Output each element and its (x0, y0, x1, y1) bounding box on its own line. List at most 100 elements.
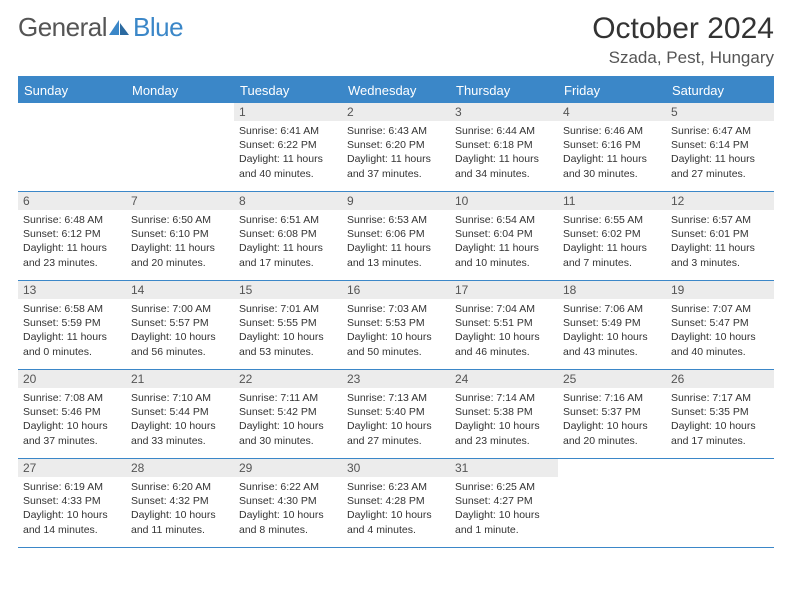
location-subtitle: Szada, Pest, Hungary (592, 48, 774, 68)
day-number: 26 (666, 370, 774, 388)
day-number: 4 (558, 103, 666, 121)
day-content: Sunrise: 6:43 AMSunset: 6:20 PMDaylight:… (342, 121, 450, 185)
day-number: 13 (18, 281, 126, 299)
day-number: 2 (342, 103, 450, 121)
day-content: Sunrise: 7:17 AMSunset: 5:35 PMDaylight:… (666, 388, 774, 452)
day-number: 1 (234, 103, 342, 121)
calendar-day (666, 459, 774, 547)
calendar-day: 6Sunrise: 6:48 AMSunset: 6:12 PMDaylight… (18, 192, 126, 280)
calendar-day: 9Sunrise: 6:53 AMSunset: 6:06 PMDaylight… (342, 192, 450, 280)
weekday-header: Thursday (450, 78, 558, 103)
logo-text-a: General (18, 12, 107, 43)
day-number: 24 (450, 370, 558, 388)
day-content: Sunrise: 6:47 AMSunset: 6:14 PMDaylight:… (666, 121, 774, 185)
day-number: 19 (666, 281, 774, 299)
day-content: Sunrise: 7:11 AMSunset: 5:42 PMDaylight:… (234, 388, 342, 452)
calendar: SundayMondayTuesdayWednesdayThursdayFrid… (18, 76, 774, 548)
day-number: 5 (666, 103, 774, 121)
day-content: Sunrise: 7:16 AMSunset: 5:37 PMDaylight:… (558, 388, 666, 452)
calendar-day: 13Sunrise: 6:58 AMSunset: 5:59 PMDayligh… (18, 281, 126, 369)
calendar-day: 20Sunrise: 7:08 AMSunset: 5:46 PMDayligh… (18, 370, 126, 458)
calendar-week: 1Sunrise: 6:41 AMSunset: 6:22 PMDaylight… (18, 103, 774, 192)
day-number: 29 (234, 459, 342, 477)
weekday-header: Sunday (18, 78, 126, 103)
calendar-day: 11Sunrise: 6:55 AMSunset: 6:02 PMDayligh… (558, 192, 666, 280)
calendar-week: 27Sunrise: 6:19 AMSunset: 4:33 PMDayligh… (18, 459, 774, 548)
day-content: Sunrise: 7:06 AMSunset: 5:49 PMDaylight:… (558, 299, 666, 363)
day-number: 17 (450, 281, 558, 299)
calendar-day: 26Sunrise: 7:17 AMSunset: 5:35 PMDayligh… (666, 370, 774, 458)
day-content: Sunrise: 6:51 AMSunset: 6:08 PMDaylight:… (234, 210, 342, 274)
day-content: Sunrise: 6:46 AMSunset: 6:16 PMDaylight:… (558, 121, 666, 185)
day-content: Sunrise: 6:54 AMSunset: 6:04 PMDaylight:… (450, 210, 558, 274)
weekday-row: SundayMondayTuesdayWednesdayThursdayFrid… (18, 78, 774, 103)
calendar-day: 15Sunrise: 7:01 AMSunset: 5:55 PMDayligh… (234, 281, 342, 369)
day-number: 31 (450, 459, 558, 477)
day-number: 8 (234, 192, 342, 210)
calendar-day: 5Sunrise: 6:47 AMSunset: 6:14 PMDaylight… (666, 103, 774, 191)
day-number: 6 (18, 192, 126, 210)
day-content: Sunrise: 6:44 AMSunset: 6:18 PMDaylight:… (450, 121, 558, 185)
day-number: 23 (342, 370, 450, 388)
calendar-day: 23Sunrise: 7:13 AMSunset: 5:40 PMDayligh… (342, 370, 450, 458)
calendar-day: 25Sunrise: 7:16 AMSunset: 5:37 PMDayligh… (558, 370, 666, 458)
calendar-week: 6Sunrise: 6:48 AMSunset: 6:12 PMDaylight… (18, 192, 774, 281)
day-number: 14 (126, 281, 234, 299)
calendar-day: 2Sunrise: 6:43 AMSunset: 6:20 PMDaylight… (342, 103, 450, 191)
day-number: 10 (450, 192, 558, 210)
page-title: October 2024 (592, 12, 774, 46)
calendar-day: 12Sunrise: 6:57 AMSunset: 6:01 PMDayligh… (666, 192, 774, 280)
day-number: 12 (666, 192, 774, 210)
calendar-day: 14Sunrise: 7:00 AMSunset: 5:57 PMDayligh… (126, 281, 234, 369)
weekday-header: Tuesday (234, 78, 342, 103)
calendar-day: 31Sunrise: 6:25 AMSunset: 4:27 PMDayligh… (450, 459, 558, 547)
calendar-day: 17Sunrise: 7:04 AMSunset: 5:51 PMDayligh… (450, 281, 558, 369)
weekday-header: Friday (558, 78, 666, 103)
day-number: 22 (234, 370, 342, 388)
day-number: 25 (558, 370, 666, 388)
day-content: Sunrise: 6:19 AMSunset: 4:33 PMDaylight:… (18, 477, 126, 541)
calendar-day: 8Sunrise: 6:51 AMSunset: 6:08 PMDaylight… (234, 192, 342, 280)
calendar-day: 4Sunrise: 6:46 AMSunset: 6:16 PMDaylight… (558, 103, 666, 191)
logo: General Blue (18, 12, 183, 43)
day-number: 18 (558, 281, 666, 299)
day-content: Sunrise: 7:07 AMSunset: 5:47 PMDaylight:… (666, 299, 774, 363)
day-number: 27 (18, 459, 126, 477)
day-content: Sunrise: 6:55 AMSunset: 6:02 PMDaylight:… (558, 210, 666, 274)
day-content: Sunrise: 6:25 AMSunset: 4:27 PMDaylight:… (450, 477, 558, 541)
day-content: Sunrise: 6:53 AMSunset: 6:06 PMDaylight:… (342, 210, 450, 274)
calendar-week: 13Sunrise: 6:58 AMSunset: 5:59 PMDayligh… (18, 281, 774, 370)
day-content: Sunrise: 7:01 AMSunset: 5:55 PMDaylight:… (234, 299, 342, 363)
day-content: Sunrise: 7:08 AMSunset: 5:46 PMDaylight:… (18, 388, 126, 452)
calendar-day: 30Sunrise: 6:23 AMSunset: 4:28 PMDayligh… (342, 459, 450, 547)
day-content: Sunrise: 7:10 AMSunset: 5:44 PMDaylight:… (126, 388, 234, 452)
day-content: Sunrise: 6:58 AMSunset: 5:59 PMDaylight:… (18, 299, 126, 363)
day-content: Sunrise: 6:23 AMSunset: 4:28 PMDaylight:… (342, 477, 450, 541)
logo-sail-icon (109, 20, 131, 36)
calendar-day: 1Sunrise: 6:41 AMSunset: 6:22 PMDaylight… (234, 103, 342, 191)
calendar-day: 28Sunrise: 6:20 AMSunset: 4:32 PMDayligh… (126, 459, 234, 547)
day-content: Sunrise: 6:48 AMSunset: 6:12 PMDaylight:… (18, 210, 126, 274)
calendar-day: 7Sunrise: 6:50 AMSunset: 6:10 PMDaylight… (126, 192, 234, 280)
weekday-header: Monday (126, 78, 234, 103)
calendar-day (18, 103, 126, 191)
day-content: Sunrise: 7:03 AMSunset: 5:53 PMDaylight:… (342, 299, 450, 363)
calendar-day: 27Sunrise: 6:19 AMSunset: 4:33 PMDayligh… (18, 459, 126, 547)
calendar-day: 21Sunrise: 7:10 AMSunset: 5:44 PMDayligh… (126, 370, 234, 458)
day-number: 3 (450, 103, 558, 121)
day-content: Sunrise: 6:20 AMSunset: 4:32 PMDaylight:… (126, 477, 234, 541)
day-content: Sunrise: 7:04 AMSunset: 5:51 PMDaylight:… (450, 299, 558, 363)
calendar-day: 16Sunrise: 7:03 AMSunset: 5:53 PMDayligh… (342, 281, 450, 369)
day-number: 15 (234, 281, 342, 299)
day-number: 9 (342, 192, 450, 210)
calendar-day: 19Sunrise: 7:07 AMSunset: 5:47 PMDayligh… (666, 281, 774, 369)
calendar-day: 24Sunrise: 7:14 AMSunset: 5:38 PMDayligh… (450, 370, 558, 458)
calendar-day: 29Sunrise: 6:22 AMSunset: 4:30 PMDayligh… (234, 459, 342, 547)
day-content: Sunrise: 6:50 AMSunset: 6:10 PMDaylight:… (126, 210, 234, 274)
day-content: Sunrise: 6:57 AMSunset: 6:01 PMDaylight:… (666, 210, 774, 274)
day-number: 28 (126, 459, 234, 477)
day-number: 16 (342, 281, 450, 299)
calendar-day (558, 459, 666, 547)
calendar-day: 10Sunrise: 6:54 AMSunset: 6:04 PMDayligh… (450, 192, 558, 280)
calendar-week: 20Sunrise: 7:08 AMSunset: 5:46 PMDayligh… (18, 370, 774, 459)
